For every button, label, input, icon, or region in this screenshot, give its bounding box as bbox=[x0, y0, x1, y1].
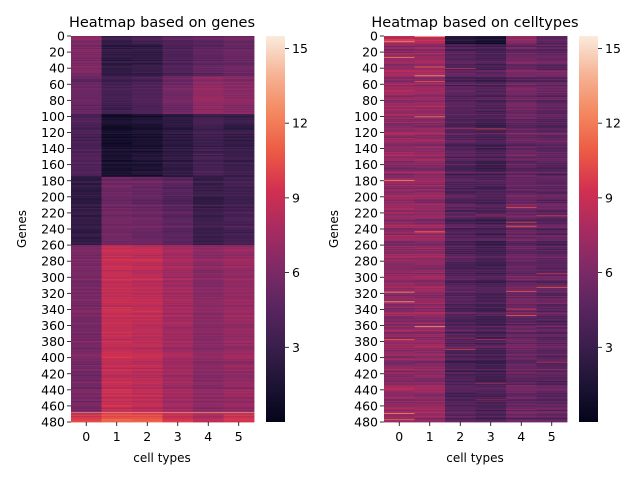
y-tick-label: 220 bbox=[41, 205, 65, 220]
chart-title-celltypes: Heatmap based on celltypes bbox=[371, 15, 578, 31]
x-tick-label: 0 bbox=[82, 429, 90, 444]
y-tick-label: 0 bbox=[57, 29, 65, 44]
y-tick-label: 480 bbox=[41, 415, 65, 430]
y-tick-label: 320 bbox=[41, 286, 65, 301]
heatmap-celltypes-panel: Heatmap based on celltypes 0204060801001… bbox=[327, 15, 621, 465]
y-tick-label: 140 bbox=[41, 141, 65, 156]
y-tick-label: 460 bbox=[41, 398, 65, 413]
y-tick-label: 260 bbox=[41, 238, 65, 253]
heatmap-genes-cells bbox=[71, 36, 254, 422]
chart-title-genes: Heatmap based on genes bbox=[69, 15, 255, 31]
y-tick-label: 380 bbox=[41, 334, 65, 349]
y-tick-label: 180 bbox=[41, 173, 65, 188]
colorbar-tick-label: 15 bbox=[292, 41, 308, 56]
x-tick-label: 2 bbox=[143, 429, 151, 444]
colorbar-genes-ticks: 3 6 9 12 15 bbox=[285, 41, 308, 355]
y-tick-label: 40 bbox=[49, 61, 65, 76]
y-tick-label: 280 bbox=[41, 254, 65, 269]
colorbar-tick-label: 9 bbox=[292, 190, 300, 205]
x-tick-label: 1 bbox=[113, 429, 121, 444]
y-tick-label: 120 bbox=[41, 125, 65, 140]
y-tick-label: 20 bbox=[49, 45, 65, 60]
heatmap-celltypes-cells bbox=[384, 36, 567, 422]
colorbar-tick-label: 3 bbox=[292, 340, 300, 355]
y-tick-label: 160 bbox=[41, 157, 65, 172]
y-tick-label: 420 bbox=[41, 366, 65, 381]
y-tick-label: 300 bbox=[41, 270, 65, 285]
heatmap-genes-panel: Heatmap based on genes 02040608010012014… bbox=[15, 15, 308, 465]
colorbar-genes: 3 6 9 12 15 bbox=[266, 36, 308, 422]
y-tick-label: 60 bbox=[49, 77, 65, 92]
y-tick-label: 340 bbox=[41, 302, 65, 317]
y-tick-label: 240 bbox=[41, 222, 65, 237]
x-tick-label: 4 bbox=[204, 429, 212, 444]
y-tick-label: 200 bbox=[41, 189, 65, 204]
y-tick-label: 80 bbox=[49, 93, 65, 108]
y-tick-label: 100 bbox=[41, 109, 65, 124]
x-tick-label: 5 bbox=[235, 429, 243, 444]
x-axis-label-genes: cell types bbox=[133, 451, 191, 465]
heatmap-genes-y-ticks: 0204060801001201401601802002202402602803… bbox=[41, 29, 71, 430]
y-tick-label: 440 bbox=[41, 382, 65, 397]
colorbar-tick-label: 12 bbox=[292, 116, 308, 131]
colorbar-genes-gradient bbox=[266, 36, 285, 422]
colorbar-tick-label: 6 bbox=[292, 265, 300, 280]
y-tick-label: 360 bbox=[41, 318, 65, 333]
y-tick-label: 400 bbox=[41, 350, 65, 365]
heatmap-genes-x-ticks: 0 1 2 3 4 5 bbox=[82, 422, 242, 444]
y-axis-label-genes: Genes bbox=[15, 210, 29, 248]
x-tick-label: 3 bbox=[174, 429, 182, 444]
